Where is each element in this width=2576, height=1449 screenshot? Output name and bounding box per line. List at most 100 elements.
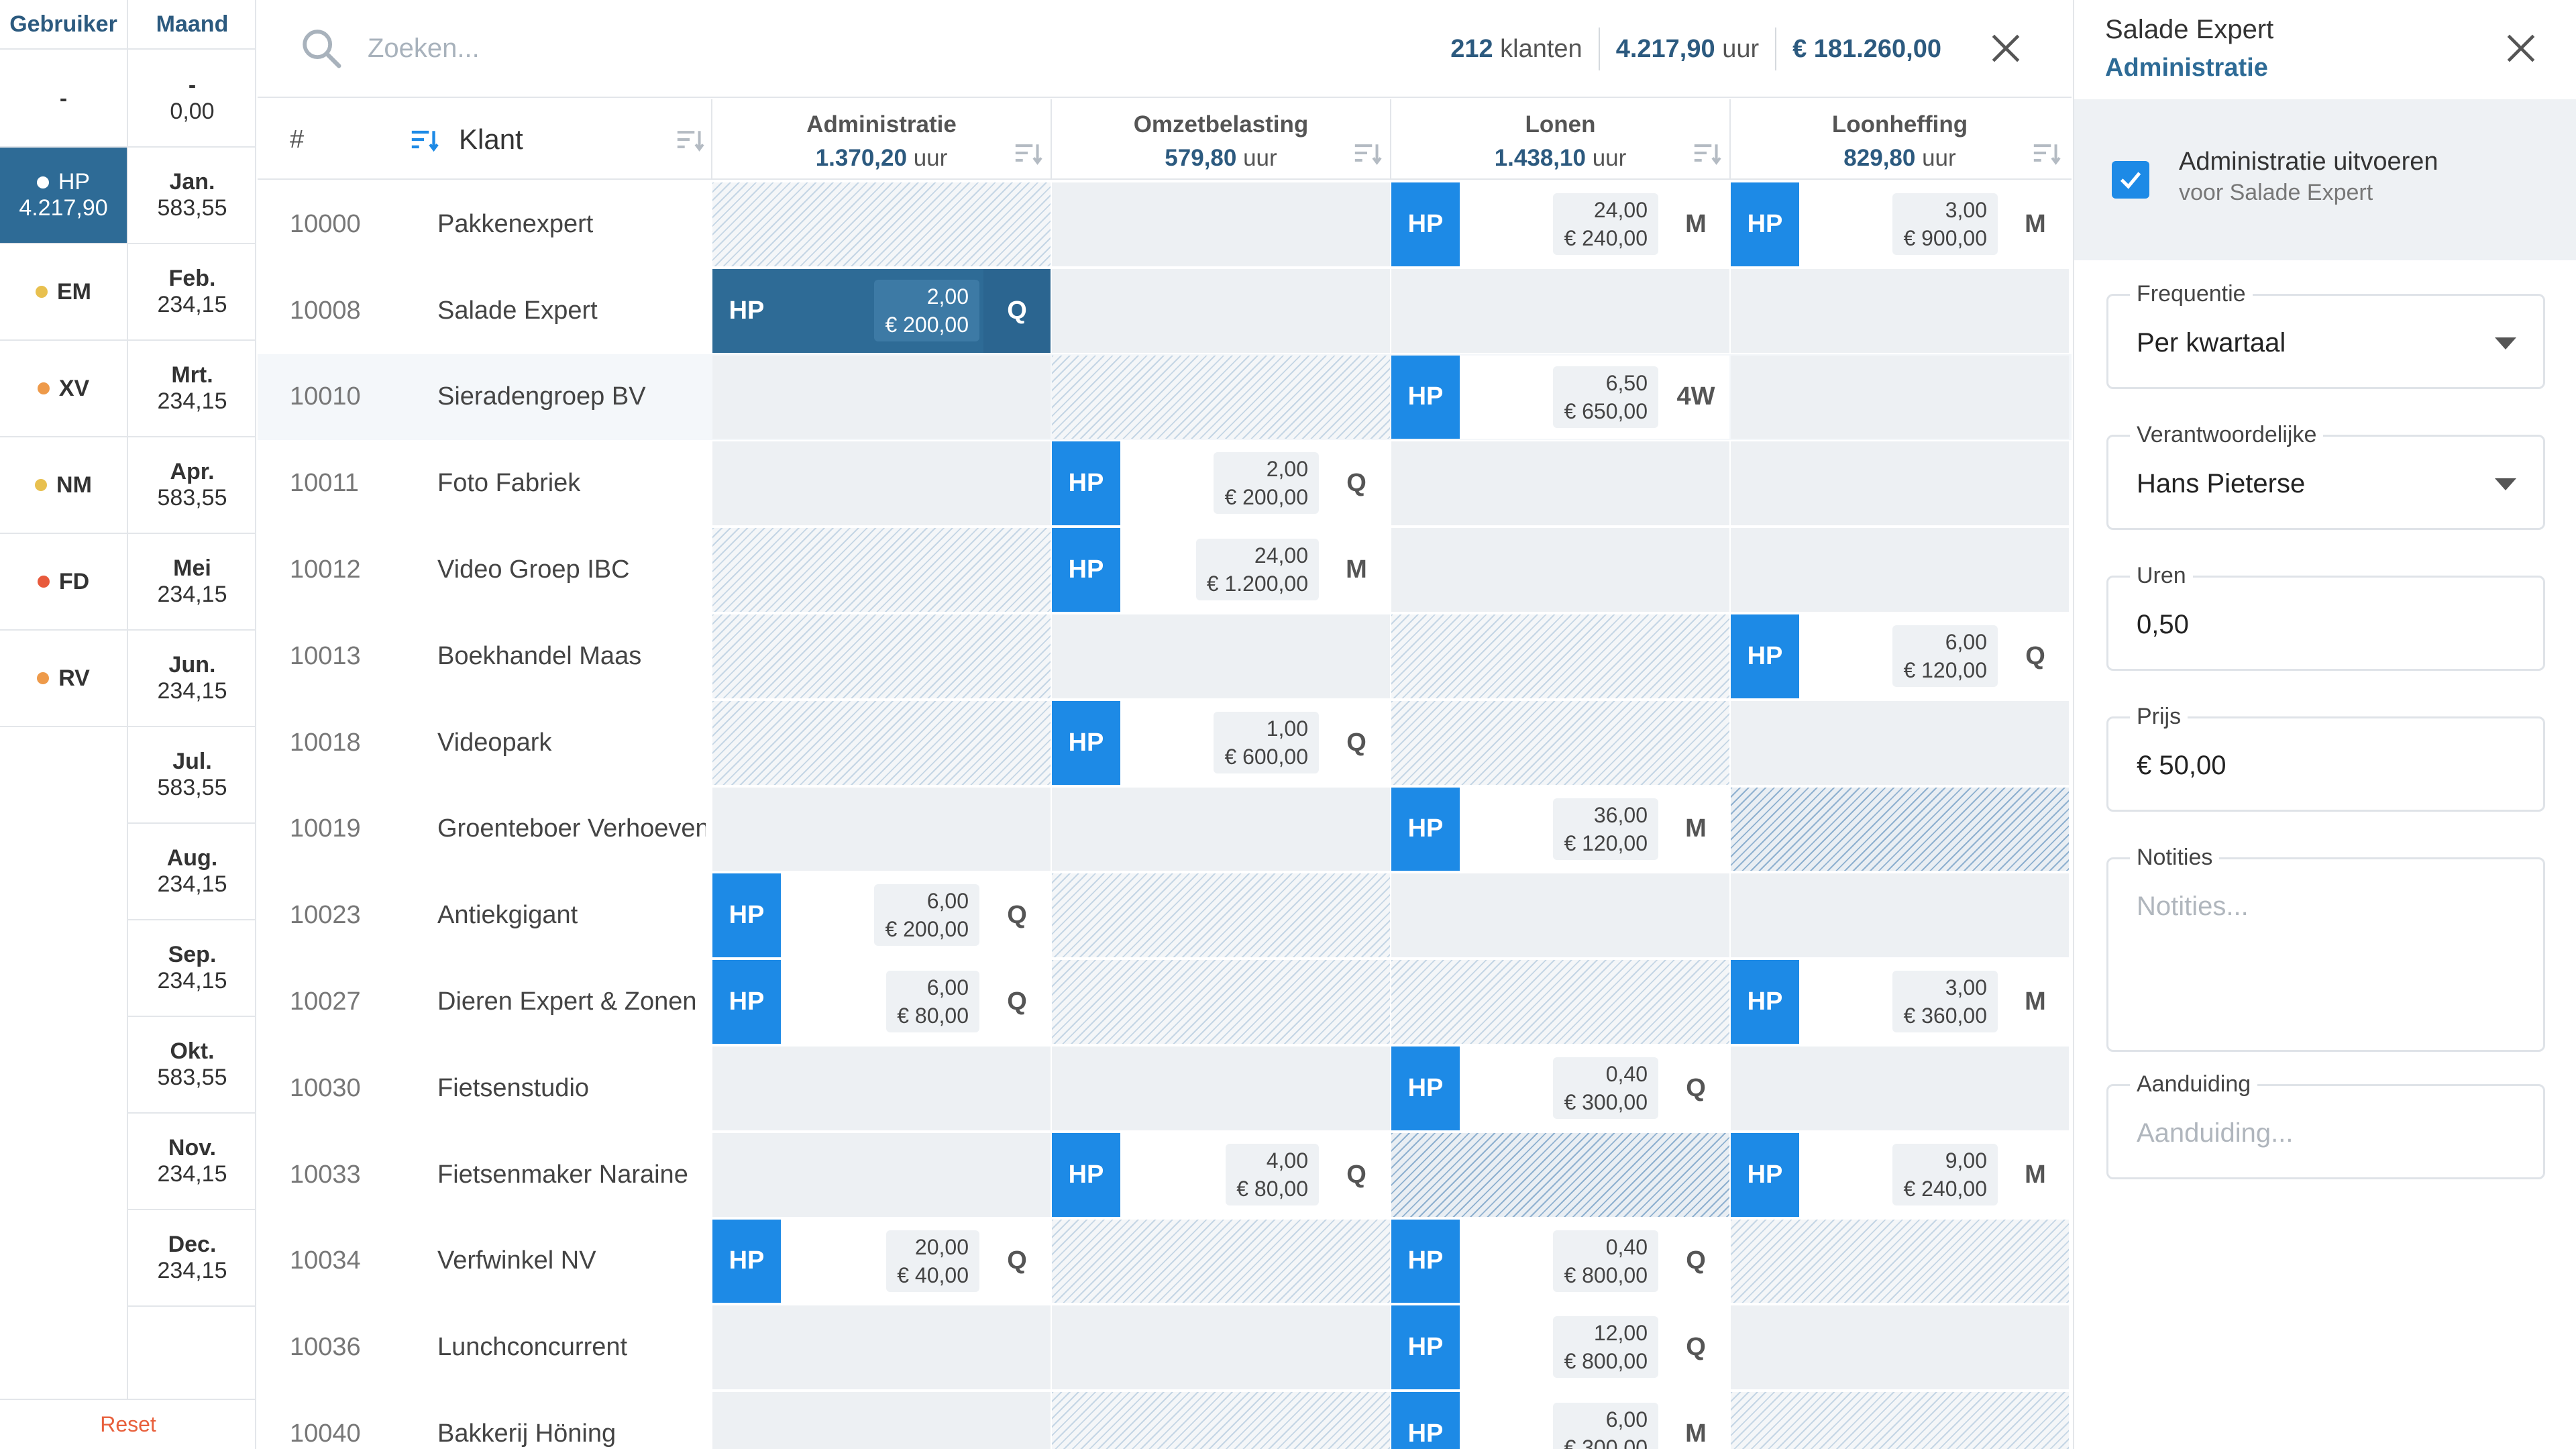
service-cell[interactable] bbox=[712, 441, 1051, 526]
service-cell[interactable]: HP 6,00 € 120,00 Q bbox=[1731, 614, 2069, 698]
service-cell[interactable]: HP 1,00 € 600,00 Q bbox=[1052, 700, 1390, 785]
service-cell[interactable] bbox=[1391, 873, 1729, 958]
month-filter[interactable]: Sep. 234,15 bbox=[128, 920, 256, 1017]
service-cell[interactable] bbox=[1731, 528, 2069, 612]
table-row[interactable]: 10008 Salade Expert HP 2,00 € 200,00 Q bbox=[258, 268, 2072, 354]
client-name[interactable]: Boekhandel Maas bbox=[437, 641, 642, 670]
service-cell[interactable] bbox=[712, 182, 1051, 266]
table-row[interactable]: 10013 Boekhandel Maas HP 6,00 € 120,00 Q bbox=[258, 613, 2072, 700]
client-name[interactable]: Foto Fabriek bbox=[437, 469, 581, 498]
month-filter[interactable]: Okt. 583,55 bbox=[128, 1017, 256, 1114]
table-row[interactable]: 10030 Fietsenstudio HP 0,40 € 300,00 Q bbox=[258, 1045, 2072, 1132]
table-row[interactable]: 10010 Sieradengroep BV HP 6,50 € 650,00 4W bbox=[258, 354, 2072, 441]
search-input[interactable]: Zoeken... bbox=[368, 33, 480, 63]
service-cell[interactable] bbox=[1052, 614, 1390, 698]
table-row[interactable]: 10034 Verfwinkel NV HP 20,00 € 40,00 Q HP 0,40 €… bbox=[258, 1218, 2072, 1305]
service-cell[interactable] bbox=[1391, 1132, 1729, 1217]
month-filter[interactable]: Jun. 234,15 bbox=[128, 631, 256, 727]
service-cell[interactable] bbox=[1391, 614, 1729, 698]
service-cell[interactable] bbox=[712, 1046, 1051, 1130]
service-cell[interactable]: HP 0,40 € 800,00 Q bbox=[1391, 1219, 1729, 1303]
service-cell[interactable] bbox=[1731, 1305, 2069, 1390]
frequency-select[interactable]: Frequentie Per kwartaal bbox=[2106, 281, 2545, 389]
sort-icon[interactable] bbox=[2031, 140, 2061, 166]
service-cell[interactable] bbox=[712, 1305, 1051, 1390]
month-filter[interactable]: Mrt. 234,15 bbox=[128, 341, 256, 437]
client-name[interactable]: Fietsenmaker Naraine bbox=[437, 1160, 688, 1189]
service-cell[interactable] bbox=[1731, 787, 2069, 871]
month-filter[interactable]: Jul. 583,55 bbox=[128, 727, 256, 824]
service-cell[interactable]: HP 9,00 € 240,00 M bbox=[1731, 1132, 2069, 1217]
sort-active-icon[interactable] bbox=[409, 126, 439, 153]
sort-icon[interactable] bbox=[1013, 140, 1042, 166]
user-filter-rv[interactable]: RV bbox=[0, 631, 127, 727]
service-cell[interactable]: HP 3,00 € 900,00 M bbox=[1731, 182, 2069, 266]
service-cell[interactable] bbox=[1052, 1219, 1390, 1303]
price-field[interactable]: Prijs € 50,00 bbox=[2106, 704, 2545, 812]
service-cell[interactable] bbox=[1052, 787, 1390, 871]
service-cell[interactable]: HP 20,00 € 40,00 Q bbox=[712, 1219, 1051, 1303]
client-name[interactable]: Pakkenexpert bbox=[437, 209, 594, 238]
service-cell[interactable] bbox=[712, 355, 1051, 439]
perform-service-checkbox[interactable] bbox=[2112, 161, 2149, 199]
client-name[interactable]: Dieren Expert & Zonen bbox=[437, 987, 697, 1016]
service-cell[interactable] bbox=[712, 614, 1051, 698]
service-cell[interactable]: HP 4,00 € 80,00 Q bbox=[1052, 1132, 1390, 1217]
month-filter[interactable]: Mei 234,15 bbox=[128, 534, 256, 631]
month-filter[interactable]: Nov. 234,15 bbox=[128, 1114, 256, 1210]
sort-icon[interactable] bbox=[675, 126, 704, 153]
service-cell[interactable] bbox=[1052, 1305, 1390, 1390]
service-cell[interactable] bbox=[1052, 873, 1390, 958]
client-name[interactable]: Sieradengroep BV bbox=[437, 382, 646, 411]
service-cell[interactable] bbox=[1731, 268, 2069, 353]
table-row[interactable]: 10012 Video Groep IBC HP 24,00 € 1.200,00 M bbox=[258, 527, 2072, 613]
number-column-header[interactable]: # bbox=[290, 125, 305, 154]
service-cell[interactable] bbox=[1391, 528, 1729, 612]
sort-icon[interactable] bbox=[1352, 140, 1382, 166]
month-filter[interactable]: Apr. 583,55 bbox=[128, 437, 256, 534]
user-filter-fd[interactable]: FD bbox=[0, 534, 127, 631]
user-filter-hp[interactable]: HP 4.217,90 bbox=[0, 148, 127, 244]
service-cell[interactable] bbox=[1731, 1046, 2069, 1130]
service-cell[interactable] bbox=[1052, 960, 1390, 1044]
service-cell[interactable]: HP 3,00 € 360,00 M bbox=[1731, 960, 2069, 1044]
table-row[interactable]: 10018 Videopark HP 1,00 € 600,00 Q bbox=[258, 700, 2072, 786]
reset-button[interactable]: Reset bbox=[0, 1399, 256, 1449]
service-cell[interactable] bbox=[712, 700, 1051, 785]
table-row[interactable]: 10023 Antiekgigant HP 6,00 € 200,00 Q bbox=[258, 872, 2072, 959]
service-cell[interactable] bbox=[712, 1392, 1051, 1449]
service-cell[interactable]: HP 6,00 € 200,00 Q bbox=[712, 873, 1051, 958]
service-cell[interactable] bbox=[1391, 700, 1729, 785]
client-name[interactable]: Groenteboer Verhoeven bbox=[437, 814, 706, 843]
service-cell[interactable] bbox=[1731, 700, 2069, 785]
client-name[interactable]: Bakkerij Höning bbox=[437, 1419, 616, 1448]
service-cell[interactable]: HP 6,00 € 300,00 M bbox=[1391, 1392, 1729, 1449]
service-column-header[interactable]: Loonheffing 829,80 uur bbox=[1729, 99, 2069, 180]
service-cell[interactable]: HP 6,50 € 650,00 4W bbox=[1391, 355, 1729, 439]
service-cell[interactable] bbox=[1052, 182, 1390, 266]
client-name[interactable]: Antiekgigant bbox=[437, 901, 578, 930]
table-row[interactable]: 10011 Foto Fabriek HP 2,00 € 200,00 Q bbox=[258, 440, 2072, 527]
sort-icon[interactable] bbox=[1692, 140, 1721, 166]
service-cell[interactable]: HP 36,00 € 120,00 M bbox=[1391, 787, 1729, 871]
search-icon[interactable] bbox=[298, 25, 345, 72]
service-column-header[interactable]: Administratie 1.370,20 uur bbox=[711, 99, 1051, 180]
client-name[interactable]: Videopark bbox=[437, 728, 552, 757]
notes-textarea[interactable]: Notities Notities... bbox=[2106, 845, 2545, 1052]
month-filter[interactable]: Dec. 234,15 bbox=[128, 1210, 256, 1307]
close-icon[interactable] bbox=[1987, 30, 2025, 67]
service-cell[interactable] bbox=[1052, 1392, 1390, 1449]
month-filter[interactable]: Jan. 583,55 bbox=[128, 148, 256, 244]
table-row[interactable]: 10000 Pakkenexpert HP 24,00 € 240,00 M HP 3,00 €… bbox=[258, 181, 2072, 268]
month-filter[interactable]: -0,00 bbox=[128, 51, 256, 148]
service-cell[interactable] bbox=[712, 787, 1051, 871]
table-row[interactable]: 10027 Dieren Expert & Zonen HP 6,00 € 80,00 Q… bbox=[258, 959, 2072, 1045]
service-cell[interactable] bbox=[1731, 355, 2069, 439]
table-row[interactable]: 10033 Fietsenmaker Naraine HP 4,00 € 80,00 Q H… bbox=[258, 1132, 2072, 1218]
designation-field[interactable]: Aanduiding Aanduiding... bbox=[2106, 1071, 2545, 1179]
user-filter-nm[interactable]: NM bbox=[0, 437, 127, 534]
responsible-select[interactable]: Verantwoordelijke Hans Pieterse bbox=[2106, 422, 2545, 530]
service-cell[interactable]: HP 0,40 € 300,00 Q bbox=[1391, 1046, 1729, 1130]
service-cell[interactable] bbox=[1731, 441, 2069, 526]
service-column-header[interactable]: Omzetbelasting 579,80 uur bbox=[1051, 99, 1390, 180]
